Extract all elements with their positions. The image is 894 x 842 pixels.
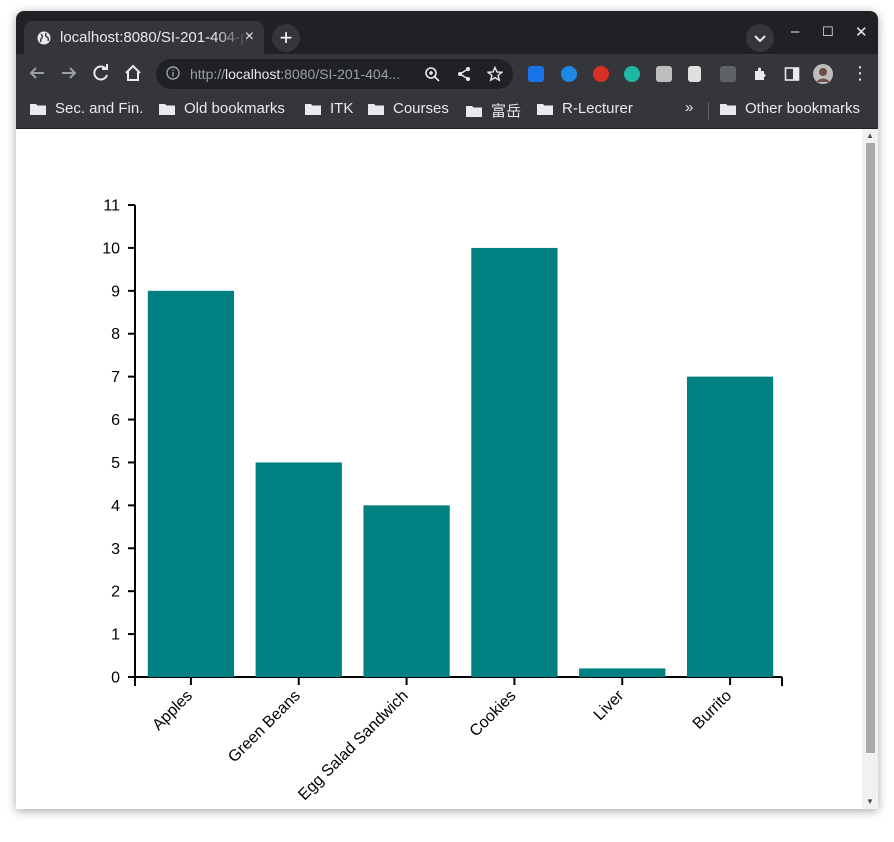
puzzle-icon[interactable] [752,66,768,82]
x-tick-label: Burrito [690,687,735,732]
home-icon[interactable] [120,60,146,86]
active-tab[interactable]: localhost:8080/SI-201-404-proj × [24,21,264,54]
scroll-up-arrow-icon[interactable]: ▲ [866,131,874,140]
extension-red-icon[interactable] [593,66,609,82]
y-tick-label: 6 [111,412,120,429]
y-tick-label: 10 [102,240,120,257]
y-tick-label: 8 [111,326,120,343]
scrollbar-thumb[interactable] [866,143,875,753]
page-content: 0 1 2 3 4 5 6 7 8 9 10 11 Apples Green Beans Egg Salad… [16,129,878,809]
y-tick-label: 11 [103,198,120,215]
back-icon[interactable] [24,60,50,86]
bookmarks-bar: Sec. and Fin. Old bookmarks ITK Courses … [16,94,878,129]
extension-reader-icon[interactable] [720,66,736,82]
avatar[interactable] [813,64,833,84]
bar [255,462,342,677]
extension-doc-icon[interactable] [688,66,701,82]
extension-b-icon[interactable] [561,66,577,82]
bar [147,290,235,677]
bookmark-folder-sec-fin[interactable]: Sec. and Fin. [30,100,143,117]
folder-icon [305,103,321,115]
folder-icon [368,103,384,115]
y-tick-label: 7 [111,369,120,386]
share-icon[interactable] [456,66,472,82]
folder-icon [537,103,553,115]
bookmarks-overflow-button[interactable]: » [685,99,694,116]
x-tick-label: Egg Salad Sandwich [295,687,411,803]
bookmark-label: 富岳 [491,103,522,120]
tab-search-button[interactable] [746,24,774,52]
extension-s-icon[interactable] [528,66,544,82]
y-tick-label: 1 [111,627,120,644]
star-icon[interactable] [487,66,503,82]
close-window-button[interactable]: ✕ [855,24,868,41]
more-menu-icon[interactable]: ⋮ [851,63,869,83]
y-tick-label: 5 [111,455,120,472]
x-tick-label: Liver [591,687,628,724]
extension-m-icon[interactable] [624,66,640,82]
y-tick-label: 9 [111,283,120,300]
chevron-down-icon [754,35,766,43]
y-tick-label: 2 [111,584,120,601]
url-text: http://localhost:8080/SI-201-404... [190,66,400,82]
side-panel-icon[interactable] [784,66,800,82]
tab-title: localhost:8080/SI-201-404-proj [60,29,248,46]
url-prefix: http:// [190,66,226,82]
zoom-icon[interactable] [424,66,440,82]
url-rest: :8080/SI-201-404... [280,66,401,82]
toolbar: http://localhost:8080/SI-201-404... [16,54,878,94]
forward-icon[interactable] [56,60,82,86]
bookmark-folder-r-lecturer[interactable]: R-Lecturer [537,100,633,117]
address-bar[interactable]: http://localhost:8080/SI-201-404... [156,59,513,89]
bar [471,247,558,677]
bar [579,668,666,677]
url-host: localhost [225,66,281,82]
x-tick-label: Apples [149,687,196,734]
bookmark-label: Other bookmarks [745,100,861,117]
bookmark-folder-courses[interactable]: Courses [368,100,449,117]
x-tick-label: Green Beans [225,687,304,766]
folder-icon [159,103,175,115]
bookmark-label: Courses [393,100,449,117]
bar [686,376,774,677]
x-tick-label: Cookies [467,687,520,740]
scroll-down-arrow-icon[interactable]: ▼ [866,797,874,806]
bar [363,505,450,677]
tab-strip: localhost:8080/SI-201-404-proj × + – ☐ ✕ [16,11,878,54]
y-tick-label: 4 [111,498,120,515]
bookmark-label: R-Lecturer [562,100,633,117]
reload-icon[interactable] [88,60,114,86]
bookmark-label: Old bookmarks [184,100,285,117]
bookmarks-divider [708,102,709,120]
info-icon[interactable] [166,66,180,80]
bookmark-folder-other[interactable]: Other bookmarks [720,100,860,117]
y-tick-label: 0 [111,670,120,687]
bookmark-folder-itk[interactable]: ITK [305,100,353,117]
browser-window: localhost:8080/SI-201-404-proj × + – ☐ ✕ [16,11,878,809]
bookmark-label: Sec. and Fin. [55,100,144,117]
bookmark-label: ITK [330,100,354,117]
minimize-button[interactable]: – [791,23,800,40]
new-tab-button[interactable]: + [272,24,300,52]
tab-close-icon[interactable]: × [244,28,254,45]
folder-icon [30,103,46,115]
extension-grey-icon[interactable] [656,66,672,82]
bookmark-folder-old-bookmarks[interactable]: Old bookmarks [159,100,285,117]
y-tick-label: 3 [111,541,120,558]
bookmark-folder-fugaku[interactable]: 富岳 [466,100,521,121]
folder-icon [466,105,482,117]
maximize-button[interactable]: ☐ [822,24,834,39]
globe-icon [37,31,51,44]
folder-icon [720,103,736,115]
